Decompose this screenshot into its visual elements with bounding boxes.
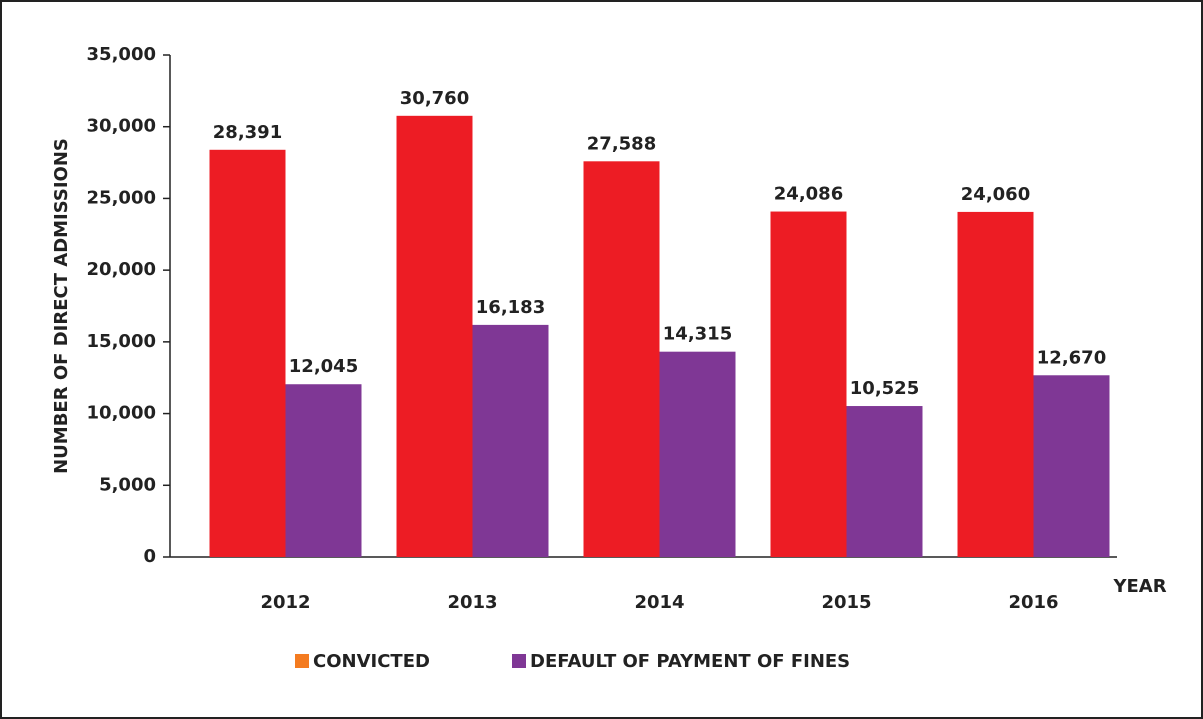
value-label: 30,760 <box>400 88 469 109</box>
bar <box>957 211 1034 557</box>
y-tick-label: 30,000 <box>87 116 156 137</box>
legend-swatch <box>295 654 309 668</box>
x-axis-label: YEAR <box>1112 576 1166 597</box>
y-tick-label: 15,000 <box>87 331 156 352</box>
y-tick-label: 20,000 <box>87 259 156 280</box>
legend-label: CONVICTED <box>313 651 430 672</box>
x-tick-label: 2015 <box>821 592 871 613</box>
bar <box>209 149 286 558</box>
y-tick-label: 35,000 <box>87 44 156 65</box>
x-tick-label: 2013 <box>447 592 497 613</box>
legend-label: DEFAULT OF PAYMENT OF FINES <box>530 651 850 672</box>
x-tick-label: 2012 <box>260 592 310 613</box>
bar <box>1033 375 1110 557</box>
y-axis-label: NUMBER OF DIRECT ADMISSIONS <box>51 138 72 474</box>
bar <box>770 211 847 557</box>
value-label: 28,391 <box>213 122 282 143</box>
y-tick-label: 5,000 <box>99 474 156 495</box>
bar <box>846 406 923 557</box>
value-label: 24,086 <box>774 184 843 205</box>
value-label: 12,670 <box>1037 347 1106 368</box>
bar <box>396 115 473 557</box>
bar <box>285 384 362 557</box>
value-label: 16,183 <box>476 297 545 318</box>
value-label: 12,045 <box>289 356 358 377</box>
bar <box>659 351 736 557</box>
value-label: 10,525 <box>850 378 919 399</box>
y-tick-label: 0 <box>143 546 156 567</box>
y-tick-label: 10,000 <box>87 403 156 424</box>
bar <box>583 161 660 557</box>
legend-swatch <box>512 654 526 668</box>
x-tick-label: 2014 <box>634 592 684 613</box>
bar <box>472 324 549 557</box>
y-tick-label: 25,000 <box>87 187 156 208</box>
value-label: 14,315 <box>663 324 732 345</box>
value-label: 27,588 <box>587 133 656 154</box>
x-tick-label: 2016 <box>1008 592 1058 613</box>
value-label: 24,060 <box>961 184 1030 205</box>
